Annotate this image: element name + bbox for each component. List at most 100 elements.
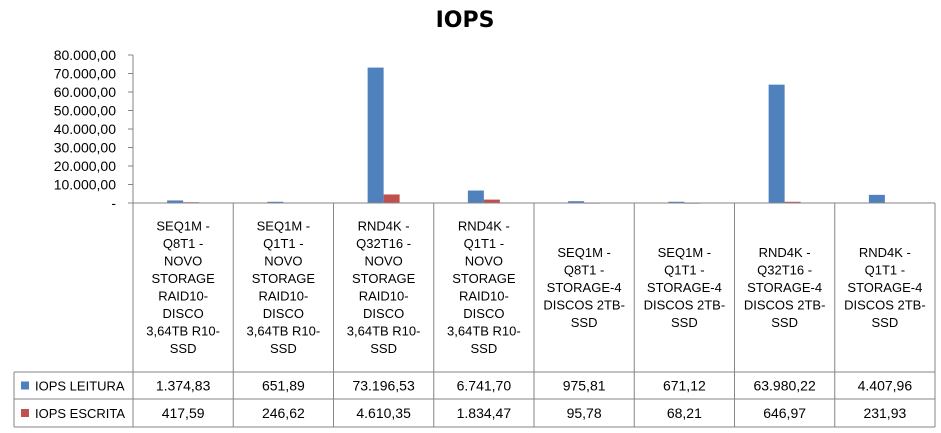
category-label-line: SSD — [771, 315, 798, 330]
category-label-line: DISCOS 2TB- — [543, 297, 625, 312]
category-label-line: STORAGE — [252, 271, 316, 286]
category-label-line: STORAGE — [151, 271, 215, 286]
y-tick-label: 40.000,00 — [54, 121, 116, 137]
category-label-line: RAID10- — [459, 289, 509, 304]
data-value-leitura: 671,12 — [663, 378, 706, 394]
category-label-line: STORAGE-4 — [847, 280, 922, 295]
category-label-line: STORAGE-4 — [547, 280, 622, 295]
bar-leitura — [467, 190, 484, 203]
y-tick-label: 20.000,00 — [54, 158, 116, 174]
category-label: SEQ1M - Q1T1 - NOVO STORAGE RAID10- DISCO 3,64… — [247, 219, 321, 357]
data-value-escrita: 417,59 — [162, 405, 205, 421]
data-value-leitura: 651,89 — [262, 378, 305, 394]
bar-escrita — [383, 194, 400, 203]
data-value-leitura: 73.196,53 — [352, 378, 414, 394]
category-label-line: NOVO — [164, 254, 202, 269]
bar-leitura — [668, 201, 685, 203]
data-value-escrita: 231,93 — [863, 405, 906, 421]
data-value-escrita: 4.610,35 — [356, 405, 411, 421]
data-value-escrita: 1.834,47 — [457, 405, 512, 421]
category-label: RND4K - Q1T1 - STORAGE-4 DISCOS 2TB- SSD — [844, 245, 926, 330]
data-value-leitura: 6.741,70 — [457, 378, 512, 394]
category-label-line: Q32T16 - — [356, 236, 411, 251]
category-label-line: Q1T1 - — [464, 236, 504, 251]
category-label: SEQ1M - Q8T1 - NOVO STORAGE RAID10- DISCO 3,64… — [146, 219, 220, 357]
category-label-line: STORAGE-4 — [647, 280, 722, 295]
category-label-line: SEQ1M - — [156, 219, 209, 234]
category-label-line: SSD — [471, 341, 498, 356]
category-label-line: DISCOS 2TB- — [744, 297, 826, 312]
bar-leitura — [167, 200, 184, 203]
category-label-line: 3,64TB R10- — [146, 324, 220, 339]
category-label-line: SEQ1M - — [557, 245, 610, 260]
category-label-line: RAID10- — [258, 289, 308, 304]
category-label-line: DISCO — [363, 306, 404, 321]
data-value-escrita: 95,78 — [567, 405, 602, 421]
y-tick-label: 80.000,00 — [54, 47, 116, 63]
chart-marks: - 10.000,00 20.000,00 30.000,00 40.000,00 50.… — [13, 47, 936, 428]
category-label-line: 3,64TB R10- — [447, 324, 521, 339]
bar-leitura — [367, 67, 384, 203]
category-label-line: SSD — [270, 341, 297, 356]
data-value-escrita: 246,62 — [262, 405, 305, 421]
y-tick-label: 60.000,00 — [54, 84, 116, 100]
category-label-line: RAID10- — [158, 289, 208, 304]
category-label-line: STORAGE-4 — [747, 280, 822, 295]
category-label: RND4K - Q32T16 - NOVO STORAGE RAID10- DISCO 3,… — [347, 219, 421, 357]
data-value-escrita: 68,21 — [667, 405, 702, 421]
bar-escrita — [483, 199, 500, 203]
category-label-line: Q8T1 - — [564, 262, 604, 277]
category-label-line: RND4K - — [859, 245, 911, 260]
category-label-line: DISCO — [463, 306, 504, 321]
y-tick-label: 10.000,00 — [54, 177, 116, 193]
category-label-line: STORAGE — [452, 271, 516, 286]
data-value-leitura: 63.980,22 — [753, 378, 815, 394]
legend-label-escrita: IOPS ESCRITA — [35, 406, 125, 421]
bar-leitura — [568, 201, 585, 203]
y-tick-label: 30.000,00 — [54, 140, 116, 156]
legend-label-leitura: IOPS LEITURA — [35, 379, 125, 394]
legend-key-escrita — [21, 409, 29, 417]
data-value-leitura: 1.374,83 — [156, 378, 211, 394]
bar-leitura — [267, 201, 284, 203]
data-value-escrita: 646,97 — [763, 405, 806, 421]
y-tick-label: 70.000,00 — [54, 66, 116, 82]
category-label-line: SSD — [671, 315, 698, 330]
data-value-leitura: 4.407,96 — [858, 378, 913, 394]
bar-leitura — [868, 194, 885, 203]
category-label-line: STORAGE — [352, 271, 416, 286]
category-label-line: 3,64TB R10- — [347, 324, 421, 339]
category-label-line: Q1T1 - — [664, 262, 704, 277]
category-label: SEQ1M - Q8T1 - STORAGE-4 DISCOS 2TB- SSD — [543, 245, 625, 330]
category-label-line: DISCOS 2TB- — [844, 297, 926, 312]
category-label-line: DISCO — [163, 306, 204, 321]
bar-escrita — [784, 201, 801, 203]
category-label-line: RAID10- — [359, 289, 409, 304]
category-label-line: SEQ1M - — [658, 245, 711, 260]
category-label-line: RND4K - — [458, 219, 510, 234]
category-label-line: SSD — [571, 315, 598, 330]
category-label-line: SSD — [872, 315, 899, 330]
category-label: RND4K - Q1T1 - NOVO STORAGE RAID10- DISCO 3,64… — [447, 219, 521, 357]
category-label-line: RND4K - — [358, 219, 410, 234]
category-label-line: 3,64TB R10- — [247, 324, 321, 339]
bar-leitura — [768, 84, 785, 203]
category-label: SEQ1M - Q1T1 - STORAGE-4 DISCOS 2TB- SSD — [644, 245, 726, 330]
y-tick-label: - — [111, 195, 116, 211]
category-label: RND4K - Q32T16 - STORAGE-4 DISCOS 2TB- SSD — [744, 245, 826, 330]
category-label-line: DISCOS 2TB- — [644, 297, 726, 312]
category-label-line: NOVO — [364, 254, 402, 269]
category-label-line: SSD — [370, 341, 397, 356]
category-label-line: DISCO — [263, 306, 304, 321]
category-label-line: Q8T1 - — [163, 236, 203, 251]
category-label-line: SSD — [170, 341, 197, 356]
category-label-line: SEQ1M - — [257, 219, 310, 234]
category-label-line: Q1T1 - — [263, 236, 303, 251]
legend-key-leitura — [21, 381, 29, 390]
category-label-line: NOVO — [264, 254, 302, 269]
chart-title: IOPS — [436, 8, 495, 33]
category-label-line: NOVO — [465, 254, 503, 269]
category-label-line: RND4K - — [759, 245, 811, 260]
y-tick-label: 50.000,00 — [54, 103, 116, 119]
